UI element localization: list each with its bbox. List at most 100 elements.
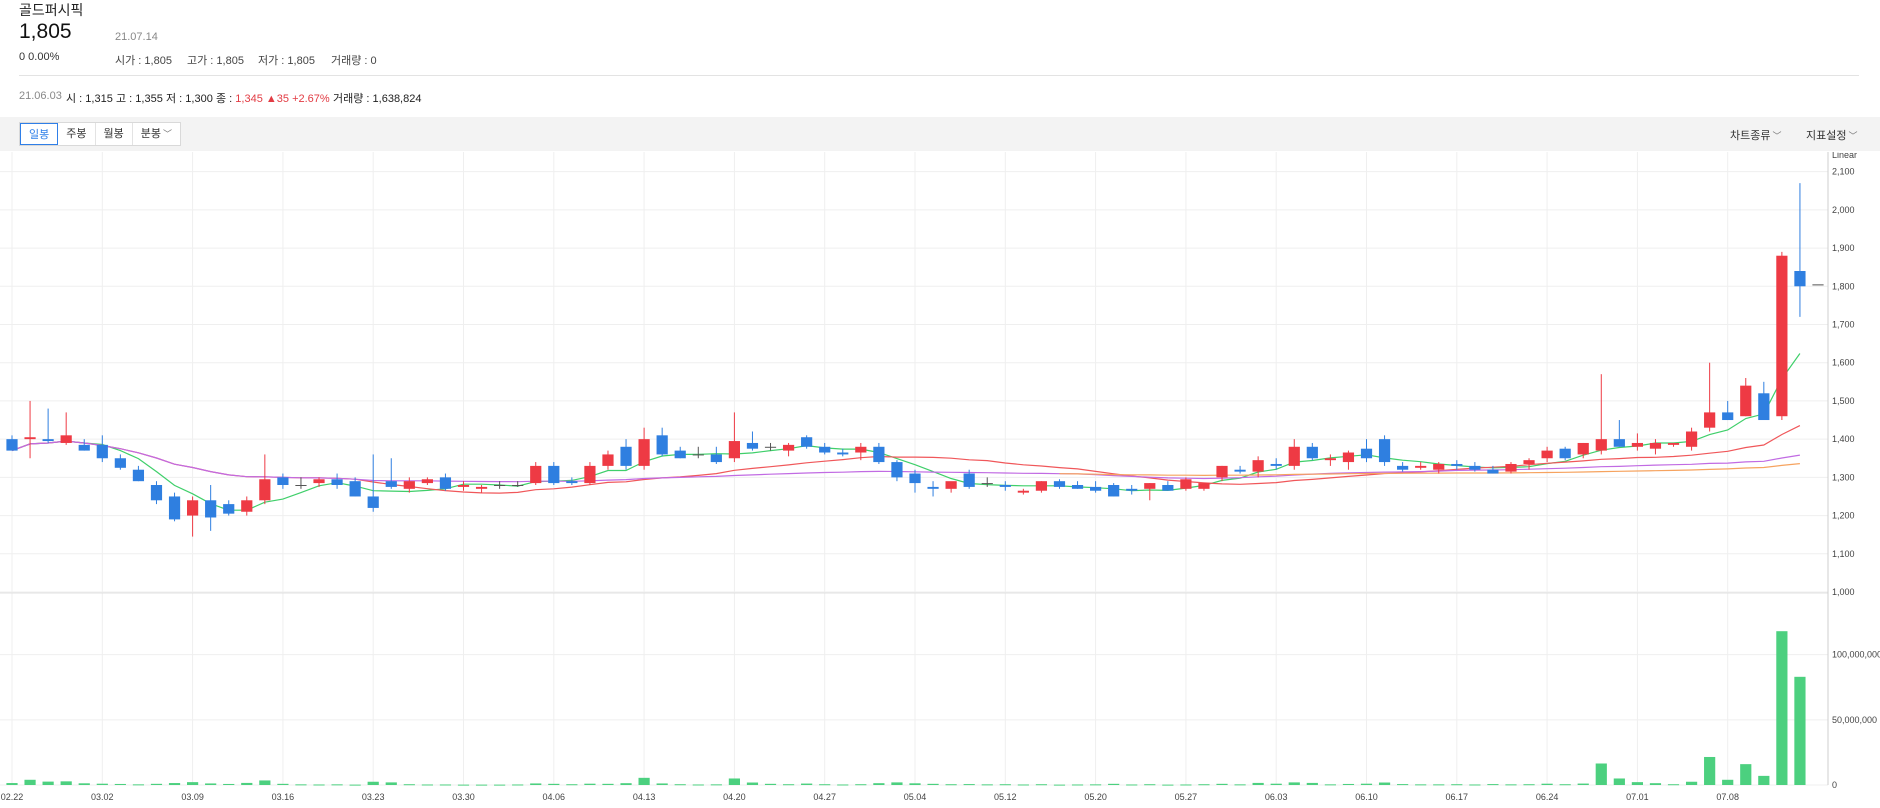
indicator-settings-button[interactable]: 지표설정 ﹀ — [1806, 127, 1858, 143]
volume-bar — [60, 781, 72, 785]
volume-label: 거래량 : — [331, 55, 371, 67]
candle-body — [241, 500, 253, 512]
period-daily-button[interactable]: 일봉 — [20, 123, 59, 145]
volume-bar — [24, 779, 36, 785]
candle-body — [313, 479, 325, 484]
chevron-down-icon: ﹀ — [1848, 131, 1858, 141]
volume-bar — [945, 784, 957, 786]
high-label: 고가 : — [187, 55, 217, 67]
volume-bar — [1108, 783, 1120, 785]
volume-bar — [223, 783, 235, 785]
volume-today: 거래량 : 0 — [331, 52, 377, 68]
volume-bar — [1451, 784, 1463, 786]
volume-bar — [403, 784, 415, 786]
info-close-value: 1,345 — [235, 93, 263, 105]
candle-body — [331, 479, 343, 485]
price-tick-label: 1,000 — [1832, 587, 1855, 597]
date-tick-label: 05.20 — [1084, 792, 1107, 802]
candle-body — [1559, 448, 1571, 459]
candle-body — [638, 439, 650, 466]
candle-body — [1685, 431, 1698, 447]
info-date-text: 21.06.03 — [19, 90, 62, 102]
volume-bar — [187, 782, 199, 785]
candle-body — [1523, 460, 1535, 464]
volume-bar — [782, 784, 795, 786]
volume-bar — [295, 784, 307, 786]
volume-bar — [150, 783, 163, 785]
low-label: 저가 : — [258, 55, 288, 67]
volume-bar — [168, 783, 181, 785]
volume-bar — [421, 784, 433, 786]
price-tick-label: 1,700 — [1832, 320, 1855, 330]
candle-body — [530, 465, 542, 484]
info-date: 21.06.03 — [19, 90, 62, 102]
candle-body — [512, 485, 524, 486]
high-value: 1,805 — [216, 55, 244, 67]
candle-body — [1667, 442, 1680, 445]
candle-body — [1487, 469, 1499, 474]
candle-body — [1035, 481, 1048, 491]
volume-bar — [42, 781, 54, 785]
date-tick-label: 05.12 — [994, 792, 1017, 802]
high-price: 고가 : 1,805 — [187, 52, 244, 68]
volume-bar — [439, 784, 452, 786]
volume-bar — [1216, 783, 1228, 785]
candle-body — [1144, 483, 1156, 489]
ma5-line — [11, 353, 1801, 511]
chart-type-button[interactable]: 차트종류 ﹀ — [1730, 127, 1782, 143]
period-minute-button[interactable]: 분봉 ﹀ — [133, 123, 180, 145]
volume-bar — [1505, 784, 1517, 786]
chart-type-label: 차트종류 — [1730, 130, 1771, 142]
date-tick-label: 07.08 — [1716, 792, 1739, 802]
candle-body — [132, 469, 145, 482]
info-close-label: 종 : — [216, 93, 236, 105]
volume-bar — [728, 778, 740, 785]
date-tick-label: 03.30 — [452, 792, 475, 802]
info-open: 시 : 1,315 — [66, 90, 113, 106]
volume-bar — [475, 784, 488, 786]
candle-body — [421, 479, 433, 484]
candle-body — [1758, 393, 1770, 421]
ma120-line — [1059, 463, 1800, 477]
price-chart[interactable]: 1,000 1,100 1,200 1,300 1,400 1,500 1,600 1,700… — [0, 152, 1880, 808]
candle-body — [927, 486, 939, 489]
candle-body — [439, 477, 452, 489]
period-minute-label: 분봉 — [140, 128, 161, 140]
info-high-label: 고 : — [116, 93, 136, 105]
candle-body — [1216, 465, 1228, 478]
candle-body — [367, 496, 379, 508]
period-monthly-button[interactable]: 월봉 — [96, 123, 133, 145]
volume-bar — [114, 783, 126, 785]
candle-body — [1577, 442, 1589, 455]
date-tick-label: 03.16 — [272, 792, 295, 802]
volume-bar — [1144, 784, 1156, 786]
candle-body — [403, 481, 415, 489]
candle-body — [187, 500, 199, 516]
candle-body — [1794, 271, 1806, 287]
period-weekly-button[interactable]: 주봉 — [58, 123, 96, 145]
candle-body — [1415, 465, 1427, 468]
open-price: 시가 : 1,805 — [115, 52, 172, 68]
scale-label: Linear — [1832, 152, 1857, 160]
volume-bar — [548, 783, 560, 785]
volume-bar — [1378, 782, 1391, 785]
volume-bar — [1776, 631, 1788, 785]
volume-bar — [1469, 784, 1481, 786]
volume-bar — [1631, 782, 1643, 785]
candle-body — [1053, 481, 1066, 487]
candle-body — [746, 442, 759, 449]
volume-bar — [819, 784, 831, 786]
candle-body — [1541, 450, 1553, 459]
volume-bar — [457, 784, 470, 786]
candle-body — [584, 465, 596, 484]
volume-bar — [1595, 763, 1607, 785]
candle-body — [1776, 255, 1788, 417]
volume-bar — [638, 777, 650, 785]
open-value: 1,805 — [144, 55, 172, 67]
candle-body — [1288, 446, 1300, 466]
volume-bar — [1035, 784, 1048, 786]
candle-body — [782, 444, 795, 451]
candle-body — [457, 485, 470, 487]
volume-bar — [1613, 778, 1625, 785]
volume-bar — [1577, 783, 1589, 785]
